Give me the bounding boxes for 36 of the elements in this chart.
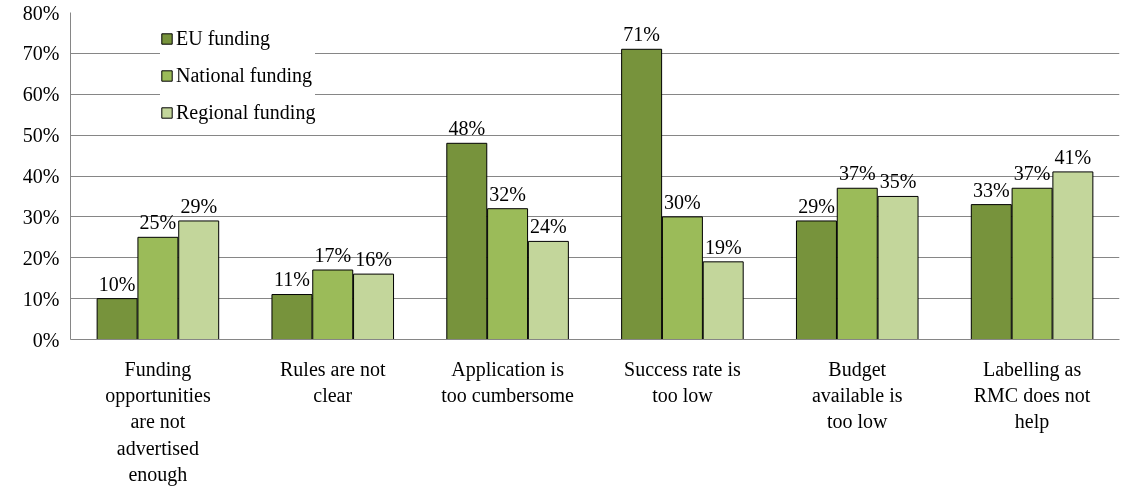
data-label: 29% — [180, 194, 218, 217]
legend-label: National funding — [176, 64, 313, 87]
y-tick-label: 70% — [22, 42, 60, 65]
x-tick-label: Funding opportunities are not advertised enough — [105, 357, 211, 487]
data-label: 37% — [838, 162, 876, 185]
data-label: 29% — [798, 194, 835, 217]
data-label: 30% — [664, 190, 701, 213]
data-label: 10% — [98, 272, 136, 295]
data-label: 37% — [1013, 162, 1051, 185]
data-label: 48% — [448, 117, 486, 140]
data-label: 11% — [274, 268, 310, 291]
data-label: 25% — [139, 211, 177, 234]
data-label: 16% — [355, 248, 392, 271]
legend-label: Regional funding — [176, 101, 316, 124]
data-label: 35% — [879, 170, 917, 193]
y-tick-label: 20% — [22, 246, 60, 269]
y-tick-label: 60% — [22, 83, 60, 106]
x-tick-label: Success rate is too low — [624, 357, 741, 406]
data-label: 32% — [489, 182, 526, 205]
data-label: 71% — [623, 23, 660, 46]
x-tick-label: Rules are not clear — [279, 357, 386, 406]
legend-label: EU funding — [176, 27, 270, 50]
x-tick-label: Budget available is too low — [811, 357, 903, 433]
y-tick-label: 40% — [22, 165, 60, 187]
y-tick-label: 80% — [22, 1, 60, 24]
y-tick-label: 50% — [22, 124, 60, 147]
x-tick-label: Labelling as RMC does not help — [973, 357, 1091, 434]
y-tick-label: 0% — [32, 328, 60, 351]
x-tick-label: Application is too cumbersome — [441, 357, 575, 406]
data-label: 19% — [704, 235, 742, 258]
data-label: 33% — [972, 178, 1010, 201]
y-tick-label: 30% — [22, 205, 60, 228]
y-tick-label: 10% — [22, 287, 60, 310]
data-label: 24% — [530, 215, 567, 238]
data-label: 41% — [1054, 145, 1092, 168]
data-label: 17% — [314, 243, 352, 266]
